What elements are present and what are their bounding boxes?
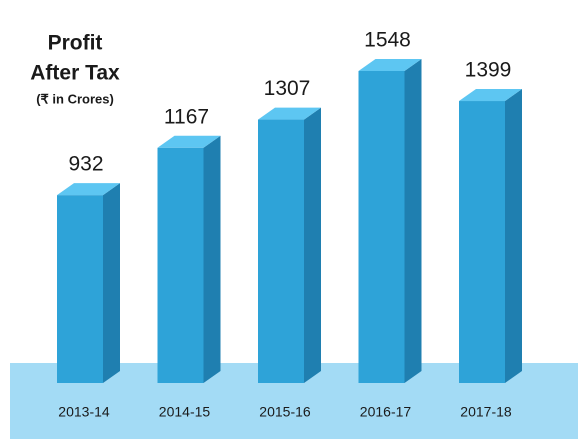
bar xyxy=(358,71,405,383)
bar-top xyxy=(459,89,522,102)
bar xyxy=(459,101,505,383)
value-label: 1548 xyxy=(364,29,411,52)
bar-side xyxy=(304,107,321,384)
value-label: 932 xyxy=(68,153,103,176)
chart-title-line: After Tax xyxy=(30,62,120,85)
x-tick-label: 2016-17 xyxy=(360,404,412,420)
bar xyxy=(258,119,304,384)
bar-top xyxy=(157,135,221,148)
x-tick-label: 2013-14 xyxy=(58,404,110,420)
x-tick-label: 2014-15 xyxy=(159,404,211,420)
chart-subtitle: (₹ in Crores) xyxy=(36,91,114,106)
x-tick-label: 2017-18 xyxy=(460,404,512,420)
bar-top xyxy=(258,107,321,120)
bar-side xyxy=(203,135,221,383)
chart-title-line: Profit xyxy=(48,32,103,55)
x-tick-label: 2015-16 xyxy=(259,404,311,420)
value-label: 1399 xyxy=(465,59,512,82)
bar xyxy=(57,195,103,383)
bar xyxy=(157,147,204,383)
bar-top xyxy=(358,59,422,71)
bar-top xyxy=(57,183,120,196)
bar-side xyxy=(103,183,120,383)
bar-side xyxy=(505,89,522,383)
bar-side xyxy=(404,59,422,383)
value-label: 1167 xyxy=(164,105,209,128)
value-label: 1307 xyxy=(264,77,311,100)
